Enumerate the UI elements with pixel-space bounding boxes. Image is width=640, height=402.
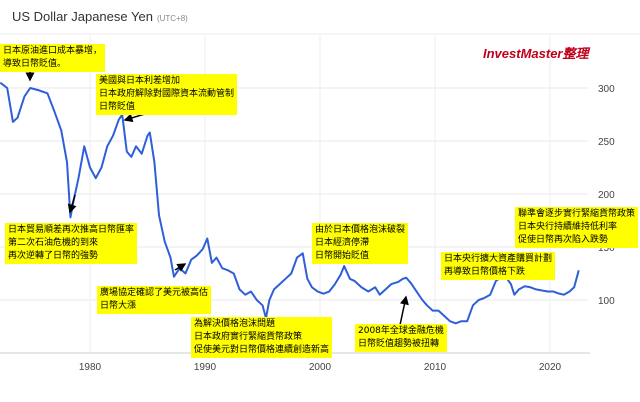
y-tick-label: 300 <box>598 84 615 95</box>
y-tick-label: 150 <box>598 243 615 254</box>
y-tick-label: 200 <box>598 190 615 201</box>
x-tick-label: 1980 <box>79 362 102 373</box>
annotation: 日本貿易順差再次推高日幣匯率 第二次石油危機的到來 再次逆轉了日幣的強勢 <box>5 223 138 264</box>
x-tick-label: 1990 <box>194 362 217 373</box>
watermark: InvestMaster整理 <box>483 46 589 61</box>
annotation: 為解決價格泡沫問題 日本政府實行緊縮貨幣政策 促使美元對日幣價格連續創造新高 <box>191 317 333 358</box>
timezone-label: (UTC+8) <box>156 14 188 23</box>
annotation: 2008年全球金融危機 日幣貶值趨勢被扭轉 <box>355 324 447 352</box>
arrow-icon <box>67 194 77 214</box>
arrow-icon <box>174 263 187 272</box>
arrow-icon <box>399 295 409 326</box>
title-text: US Dollar Japanese Yen <box>12 9 153 24</box>
x-tick-label: 2000 <box>309 362 332 373</box>
annotation: 日本原油進口成本暴增， 導致日幣貶值。 <box>0 44 106 72</box>
annotation: 廣場協定確認了美元被高估 日幣大漲 <box>97 286 212 314</box>
chart-title: US Dollar Japanese Yen (UTC+8) <box>12 9 188 24</box>
x-tick-label: 2020 <box>539 362 562 373</box>
annotation: 美國與日本利差增加 日本政府解除對國際資本流動管制 日幣貶值 <box>96 74 238 115</box>
y-tick-label: 250 <box>598 137 615 148</box>
y-tick-label: 100 <box>598 296 615 307</box>
x-tick-label: 2010 <box>424 362 447 373</box>
annotation: 由於日本價格泡沫破裂 日本經濟停滯 日幣開始貶值 <box>312 223 409 264</box>
annotation: 聯準會逐步實行緊縮貨幣政策 日本央行持續維持低利率 促使日幣再次陷入跌勢 <box>515 207 639 248</box>
series-line <box>0 81 580 325</box>
annotation: 日本央行擴大資產購買計劃 再導致日幣價格下跌 <box>441 252 556 280</box>
